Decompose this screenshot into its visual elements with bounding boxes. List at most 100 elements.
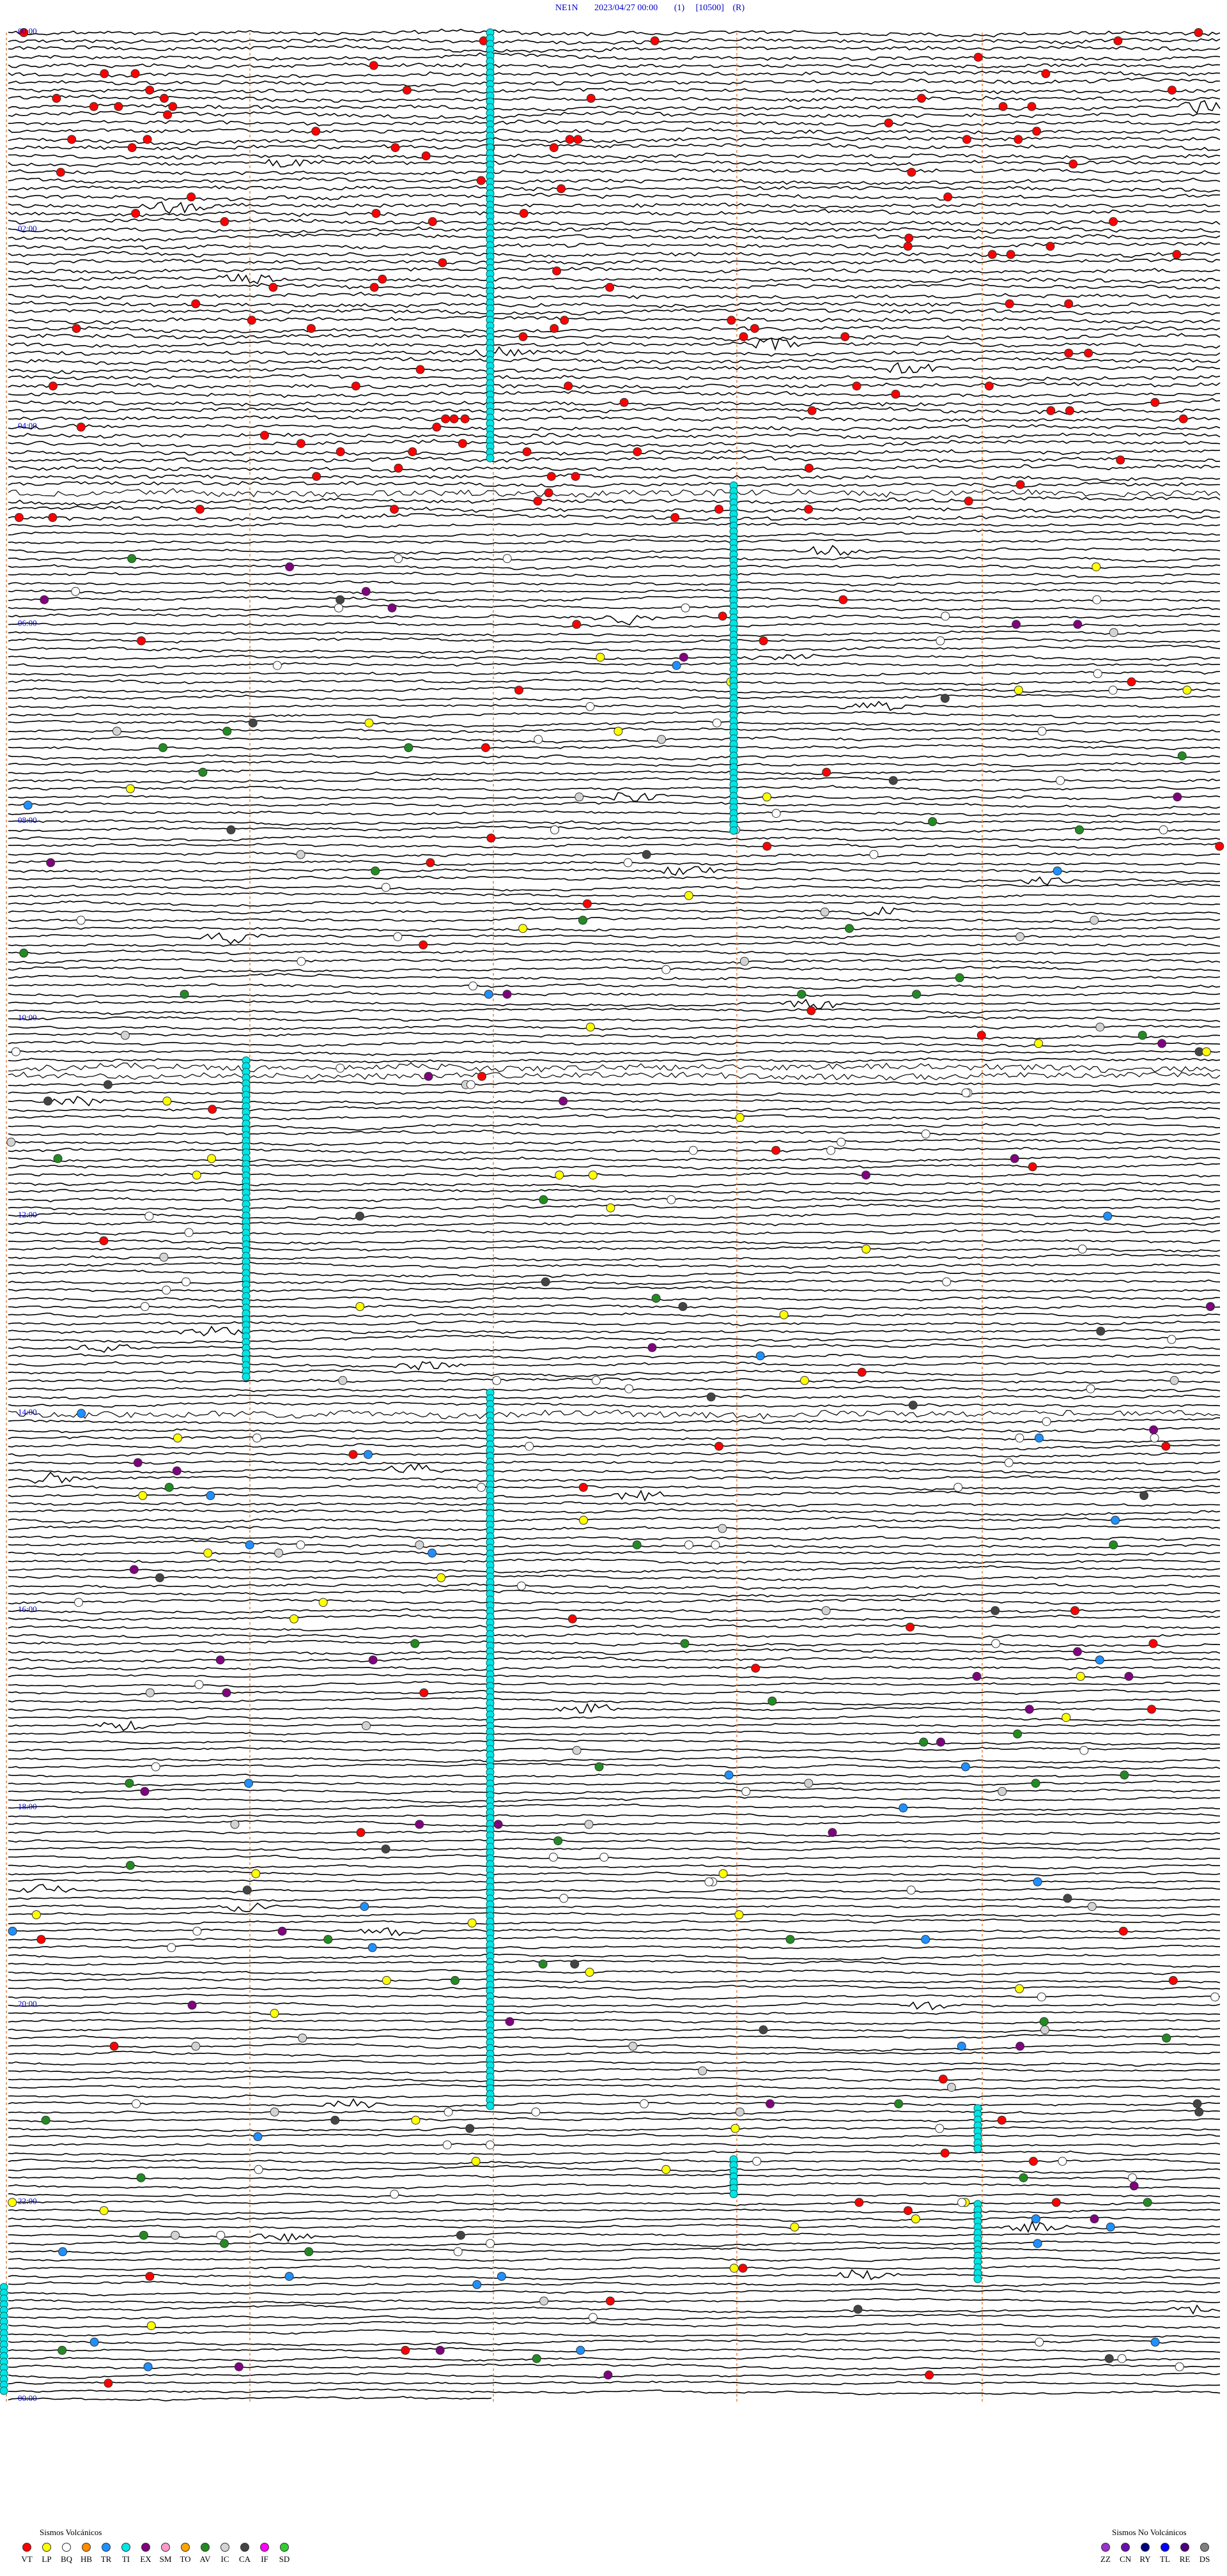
seismic-trace <box>8 1071 1221 1081</box>
event-marker <box>1095 1022 1105 1032</box>
seismic-trace <box>8 308 1221 316</box>
seismic-trace <box>8 1565 1221 1574</box>
event-marker <box>804 505 814 514</box>
event-marker <box>89 2337 99 2347</box>
event-marker <box>599 1852 609 1862</box>
event-marker <box>1210 1992 1220 2002</box>
seismic-trace <box>8 1296 1221 1303</box>
seismic-trace <box>8 1689 1221 1696</box>
event-marker <box>912 990 922 999</box>
seismic-trace <box>8 217 1221 226</box>
event-marker <box>415 1820 424 1829</box>
seismic-trace <box>8 529 1221 539</box>
event-marker <box>438 258 447 268</box>
seismic-trace <box>8 736 1221 744</box>
seismic-trace <box>8 875 1221 885</box>
seismic-trace <box>8 2142 1221 2147</box>
event-marker <box>1169 1376 1179 1385</box>
seismic-trace <box>8 1720 1221 1731</box>
seismic-trace <box>8 1959 1221 1968</box>
event-marker <box>1019 2173 1028 2182</box>
seismic-trace <box>8 1773 1221 1779</box>
event-marker <box>1192 2099 1202 2108</box>
event-marker <box>1162 2034 1171 2043</box>
event-marker <box>550 324 559 334</box>
seismic-trace <box>8 374 1221 381</box>
event-marker <box>1039 2017 1049 2027</box>
event-marker <box>820 907 830 917</box>
event-marker <box>684 1540 693 1550</box>
seismic-trace <box>8 2216 1221 2223</box>
event-marker <box>296 439 305 448</box>
event-marker <box>284 2272 294 2281</box>
event-marker <box>58 2345 67 2355</box>
seismic-trace <box>8 2347 1221 2353</box>
legend-code: TI <box>122 2554 130 2564</box>
seismic-trace <box>8 505 1221 514</box>
event-marker <box>378 274 387 284</box>
tremor-marker <box>242 1372 251 1381</box>
seismic-trace <box>8 473 1221 482</box>
legend-swatch <box>1121 2543 1130 2552</box>
event-marker <box>1076 1671 1085 1681</box>
seismic-trace <box>8 52 1221 61</box>
seismic-trace <box>8 2150 1221 2158</box>
event-marker <box>1103 1211 1113 1221</box>
event-marker <box>1124 1671 1134 1681</box>
legend-swatch <box>1161 2543 1169 2552</box>
event-marker <box>48 513 58 522</box>
event-marker <box>120 1031 130 1040</box>
datetime: 2023/04/27 00:00 <box>594 3 658 13</box>
event-marker <box>623 858 633 868</box>
time-label: 16:00 <box>18 1604 37 1614</box>
legend-code: TO <box>180 2554 190 2564</box>
event-marker <box>917 93 926 103</box>
seismic-trace <box>8 1360 1221 1371</box>
event-marker <box>1015 1433 1024 1443</box>
seismic-trace <box>8 266 1221 274</box>
event-marker <box>304 2247 314 2257</box>
seismic-trace <box>8 70 1221 79</box>
event-marker <box>1087 1902 1097 1912</box>
event-marker <box>144 1211 154 1221</box>
event-marker <box>1029 2156 1038 2166</box>
event-marker <box>972 1671 982 1681</box>
seismic-trace <box>8 538 1221 545</box>
event-marker <box>1109 628 1118 638</box>
seismic-trace <box>8 1080 1221 1087</box>
seismic-trace <box>8 973 1221 982</box>
event-marker <box>220 2239 229 2248</box>
legend-code: VT <box>21 2554 32 2564</box>
seismic-trace <box>8 1279 1221 1286</box>
seismic-trace <box>8 333 1221 342</box>
event-marker <box>628 2041 638 2051</box>
seismic-trace <box>8 1212 1221 1220</box>
event-marker <box>560 316 569 325</box>
event-marker <box>1064 299 1074 309</box>
seismic-trace <box>8 2257 1221 2262</box>
event-marker <box>539 1195 548 1204</box>
seismic-trace <box>8 250 1221 258</box>
mode: (R) <box>732 3 745 13</box>
event-marker <box>126 784 135 793</box>
event-marker <box>138 1491 148 1500</box>
seismic-trace <box>8 891 1221 900</box>
legend-title: Sismos No Volcánicos <box>1112 2527 1187 2537</box>
seismic-trace <box>8 209 1221 217</box>
event-marker <box>492 1376 502 1385</box>
event-marker <box>1143 2198 1152 2207</box>
event-marker <box>572 1745 582 1755</box>
event-marker <box>1032 126 1042 136</box>
seismic-trace <box>8 1229 1221 1236</box>
event-marker <box>355 1211 364 1221</box>
event-marker <box>1147 1705 1156 1714</box>
event-marker <box>991 1639 1001 1648</box>
event-marker <box>486 2239 495 2248</box>
event-marker <box>572 620 582 629</box>
legend-swatch <box>1180 2543 1189 2552</box>
event-marker <box>172 1466 181 1476</box>
event-marker <box>998 102 1008 111</box>
legend-swatch <box>102 2543 111 2552</box>
seismic-trace <box>8 424 1221 433</box>
